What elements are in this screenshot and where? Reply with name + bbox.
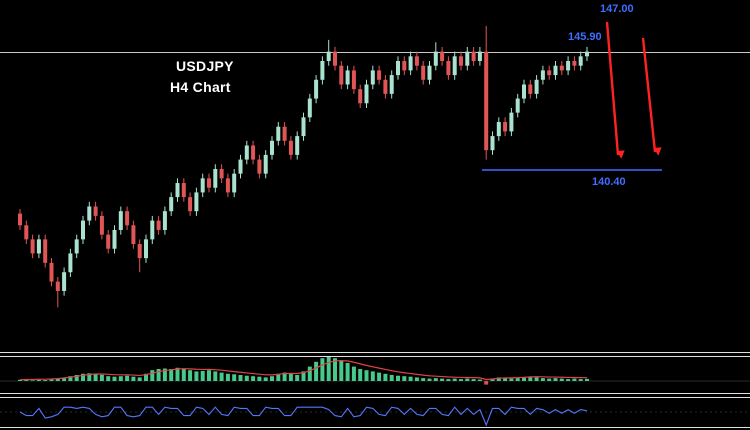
symbol-label: USDJPY: [176, 58, 234, 74]
target-high-price-label: 147.00: [600, 3, 634, 15]
timeframe-label: H4 Chart: [170, 79, 231, 95]
target-low-price-label: 140.40: [592, 176, 626, 188]
current-price-label: 145.90: [568, 31, 602, 43]
